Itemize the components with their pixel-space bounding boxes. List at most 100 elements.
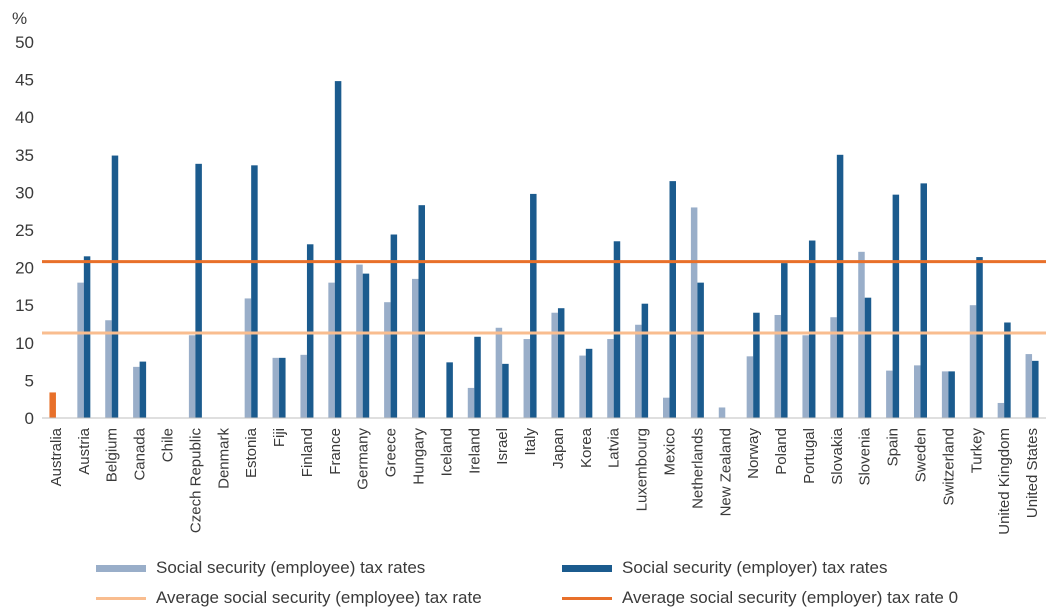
bar-employee-korea [579,355,586,418]
legend-item-employee-rates: Social security (employee) tax rates [96,558,425,578]
bar-employee-netherlands [690,207,698,418]
legend-label-employer-rates: Social security (employer) tax rates [622,558,888,577]
y-tick-label: 15 [15,296,34,315]
y-tick-label: 40 [15,108,34,127]
legend-swatch-employer-rates [562,565,612,573]
category-label-luxembourg: Luxembourg [634,428,651,511]
bar-employer-belgium [111,155,119,418]
bar-employer-mexico [669,181,676,418]
bar-employee-slovakia [830,317,837,418]
category-label-slovenia: Slovenia [857,427,874,485]
bar-employer-ireland [474,336,481,418]
bar-employer-switzerland [948,371,955,418]
category-label-turkey: Turkey [968,428,985,474]
category-label-netherlands: Netherlands [689,428,706,509]
bar-employer-germany [362,273,370,418]
bar-employee-turkey [969,305,977,418]
y-tick-label: 0 [25,409,34,428]
legend-item-employer-average: Average social security (employer) tax r… [562,588,958,608]
bar-employer-estonia [251,165,258,418]
bar-employee-australia [49,392,56,418]
average-lines [42,260,1046,335]
bar-employer-turkey [976,257,983,418]
category-label-chile: Chile [160,428,177,462]
bar-employee-poland [774,314,782,418]
bar-employee-sweden [914,365,921,418]
legend-label-employee-average: Average social security (employee) tax r… [156,588,482,607]
bar-employee-france [328,282,335,418]
bar-employer-iceland [446,362,453,418]
category-label-italy: Italy [522,428,539,456]
bar-employer-hungary [418,205,425,418]
category-label-fiji: Fiji [271,428,288,447]
bar-employer-latvia [613,241,621,418]
bar-employee-united-kingdom [997,402,1005,418]
category-label-finland: Finland [299,428,316,477]
bar-employer-finland [306,244,314,418]
category-label-japan: Japan [550,428,567,469]
category-label-korea: Korea [578,427,595,468]
bar-employee-israel [495,327,503,418]
category-label-france: France [327,428,344,475]
y-tick-label: 20 [15,259,34,278]
y-tick-label: 50 [15,33,34,52]
bar-employee-norway [746,356,754,418]
category-label-slovakia: Slovakia [829,427,846,484]
bar-employee-belgium [105,320,112,418]
category-label-hungary: Hungary [411,428,428,485]
category-label-latvia: Latvia [606,427,623,468]
category-label-canada: Canada [132,427,149,480]
bar-employer-france [334,81,342,418]
bar-employee-united-states [1025,354,1033,418]
bar-employee-portugal [802,335,809,418]
bar-employer-united-kingdom [1004,322,1011,418]
bar-employer-united-states [1032,360,1039,418]
category-label-united-states: United States [1024,428,1041,518]
category-labels: Australia Austria Belgium Canada Chile Czech … [48,427,1041,534]
legend-item-employer-rates: Social security (employer) tax rates [562,558,887,578]
bar-employer-luxembourg [641,303,649,418]
bar-employee-canada [133,366,140,418]
category-label-portugal: Portugal [801,428,818,484]
category-label-greece: Greece [383,428,400,477]
category-label-belgium: Belgium [104,428,121,482]
legend-swatch-employer-average [562,597,612,601]
bar-employee-germany [356,264,363,418]
category-label-mexico: Mexico [662,428,679,476]
y-tick-label: 30 [15,183,34,202]
y-tick-label: 5 [25,371,34,390]
bar-employee-ireland [467,387,475,418]
bar-employer-portugal [808,240,816,418]
y-tick-label: 35 [15,146,34,165]
category-label-israel: Israel [494,428,511,465]
legend-swatch-employee-rates [96,565,146,573]
legend-swatch-employee-average [96,597,146,601]
y-tick-label: 10 [15,334,34,353]
bar-employer-spain [892,194,900,418]
category-label-australia: Australia [48,427,65,486]
legend-label-employee-rates: Social security (employee) tax rates [156,558,426,577]
legend-item-employee-average: Average social security (employee) tax r… [96,588,482,608]
category-label-germany: Germany [355,428,372,490]
bar-employer-israel [502,363,509,418]
bar-employee-luxembourg [635,324,642,418]
bar-employee-slovenia [858,251,865,418]
bar-employee-mexico [663,397,670,418]
category-label-poland: Poland [773,428,790,475]
bar-employee-switzerland [941,371,949,418]
bar-employee-spain [886,370,893,418]
y-axis-ticks: 0 5 10 15 20 25 30 35 40 45 50 [15,33,34,428]
bar-employer-fiji [279,357,286,418]
category-label-ireland: Ireland [466,428,483,474]
bar-employee-fiji [272,357,280,418]
category-label-estonia: Estonia [243,427,260,478]
bar-employee-finland [300,354,307,418]
category-label-norway: Norway [745,428,762,479]
category-label-united-kingdom: United Kingdom [996,428,1013,535]
bar-employer-korea [585,348,593,418]
bar-employee-estonia [244,298,252,418]
category-label-sweden: Sweden [913,428,930,482]
bar-employee-italy [523,339,531,418]
category-label-iceland: Iceland [438,428,455,476]
